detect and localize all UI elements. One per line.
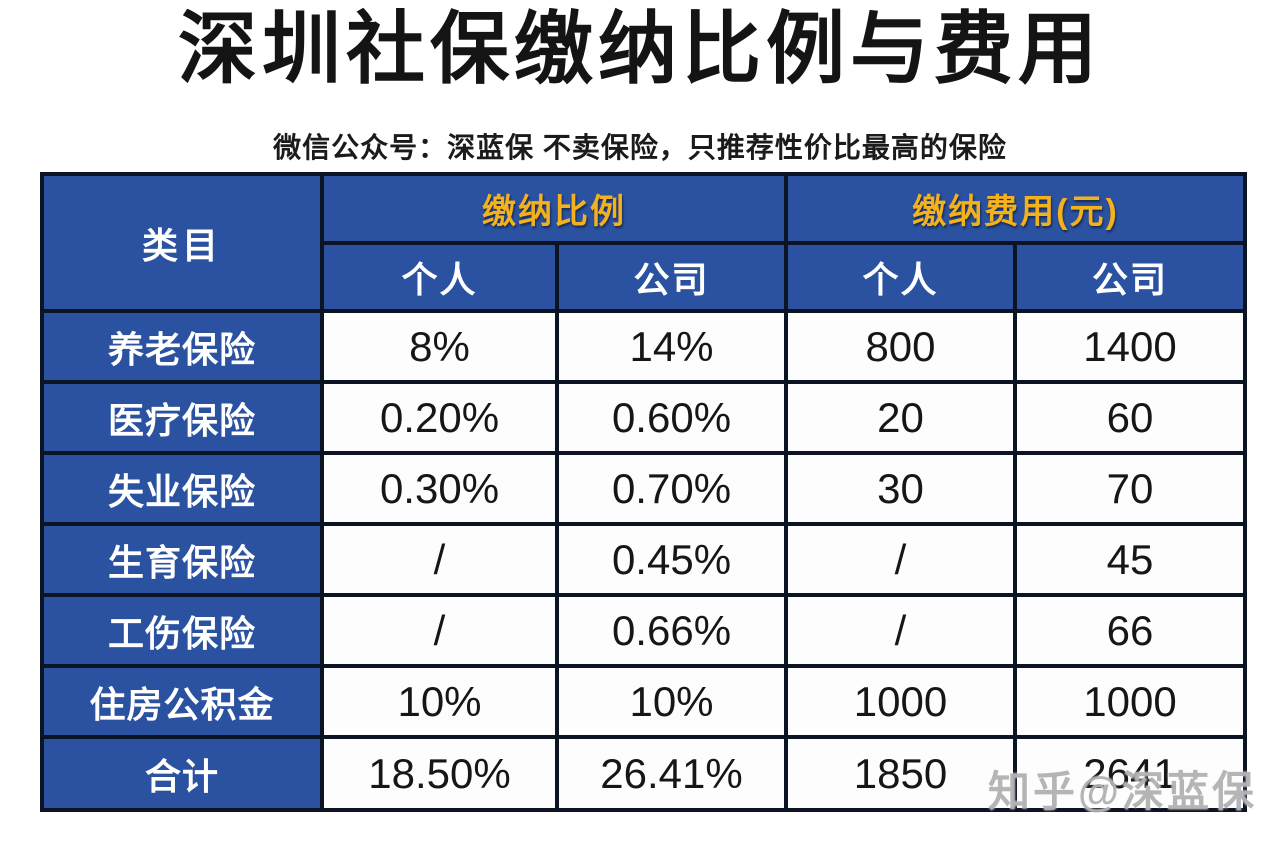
row-label: 生育保险 xyxy=(40,522,324,597)
table-cell: 0.60% xyxy=(555,380,788,455)
table-cell: / xyxy=(784,522,1017,597)
table-cell: 14% xyxy=(555,309,788,384)
table-cell: 1000 xyxy=(1013,664,1247,739)
table-cell: 18.50% xyxy=(320,735,559,812)
row-label: 工伤保险 xyxy=(40,593,324,668)
table-cell: 1000 xyxy=(784,664,1017,739)
table-cell: 45 xyxy=(1013,522,1247,597)
corner-header-category: 类目 xyxy=(40,172,324,313)
table-cell: / xyxy=(320,522,559,597)
table-cell: / xyxy=(784,593,1017,668)
row-label: 医疗保险 xyxy=(40,380,324,455)
table-cell: 10% xyxy=(320,664,559,739)
table-cell: 0.30% xyxy=(320,451,559,526)
table-cell: 26.41% xyxy=(555,735,788,812)
table-row-work-injury: 工伤保险 / 0.66% / 66 xyxy=(40,593,1247,668)
col-header-ratio-personal: 个人 xyxy=(320,241,559,313)
table-row-pension: 养老保险 8% 14% 800 1400 xyxy=(40,309,1247,384)
table-cell: 1850 xyxy=(784,735,1017,812)
group-header-ratio: 缴纳比例 xyxy=(320,172,788,245)
row-label: 住房公积金 xyxy=(40,664,324,739)
group-header-fee: 缴纳费用(元) xyxy=(784,172,1247,245)
table-cell: 2641 xyxy=(1013,735,1247,812)
group-header-row: 类目 缴纳比例 缴纳费用(元) xyxy=(40,172,1247,313)
table-cell: 60 xyxy=(1013,380,1247,455)
table-row-housing-fund: 住房公积金 10% 10% 1000 1000 xyxy=(40,664,1247,739)
row-label: 养老保险 xyxy=(40,309,324,384)
social-insurance-table: 类目 缴纳比例 缴纳费用(元) 个人 公司 个人 公司 养老保险 8% 14% … xyxy=(40,172,1247,812)
sub-header-row: 个人 公司 个人 公司 xyxy=(42,241,1247,313)
row-label: 失业保险 xyxy=(40,451,324,526)
table-cell: 20 xyxy=(784,380,1017,455)
table-row-total: 合计 18.50% 26.41% 1850 2641 xyxy=(40,735,1247,812)
row-label: 合计 xyxy=(40,735,324,812)
table-cell: 0.20% xyxy=(320,380,559,455)
col-header-ratio-company: 公司 xyxy=(555,241,788,313)
table-cell: 0.45% xyxy=(555,522,788,597)
table-cell: 0.70% xyxy=(555,451,788,526)
subtitle-wechat-account: 微信公众号：深蓝保 不卖保险，只推荐性价比最高的保险 xyxy=(273,132,1007,163)
table-cell: 10% xyxy=(555,664,788,739)
table-row-medical: 医疗保险 0.20% 0.60% 20 60 xyxy=(40,380,1247,455)
table-cell: 0.66% xyxy=(555,593,788,668)
table-cell: 800 xyxy=(784,309,1017,384)
table-cell: 30 xyxy=(784,451,1017,526)
table-cell: / xyxy=(320,593,559,668)
table-row-maternity: 生育保险 / 0.45% / 45 xyxy=(40,522,1247,597)
col-header-fee-personal: 个人 xyxy=(784,241,1017,313)
table-row-unemployment: 失业保险 0.30% 0.70% 30 70 xyxy=(40,451,1247,526)
table-cell: 70 xyxy=(1013,451,1247,526)
table-cell: 66 xyxy=(1013,593,1247,668)
page-title: 深圳社保缴纳比例与费用 xyxy=(178,4,1102,93)
col-header-fee-company: 公司 xyxy=(1013,241,1247,313)
table-cell: 1400 xyxy=(1013,309,1247,384)
table-cell: 8% xyxy=(320,309,559,384)
